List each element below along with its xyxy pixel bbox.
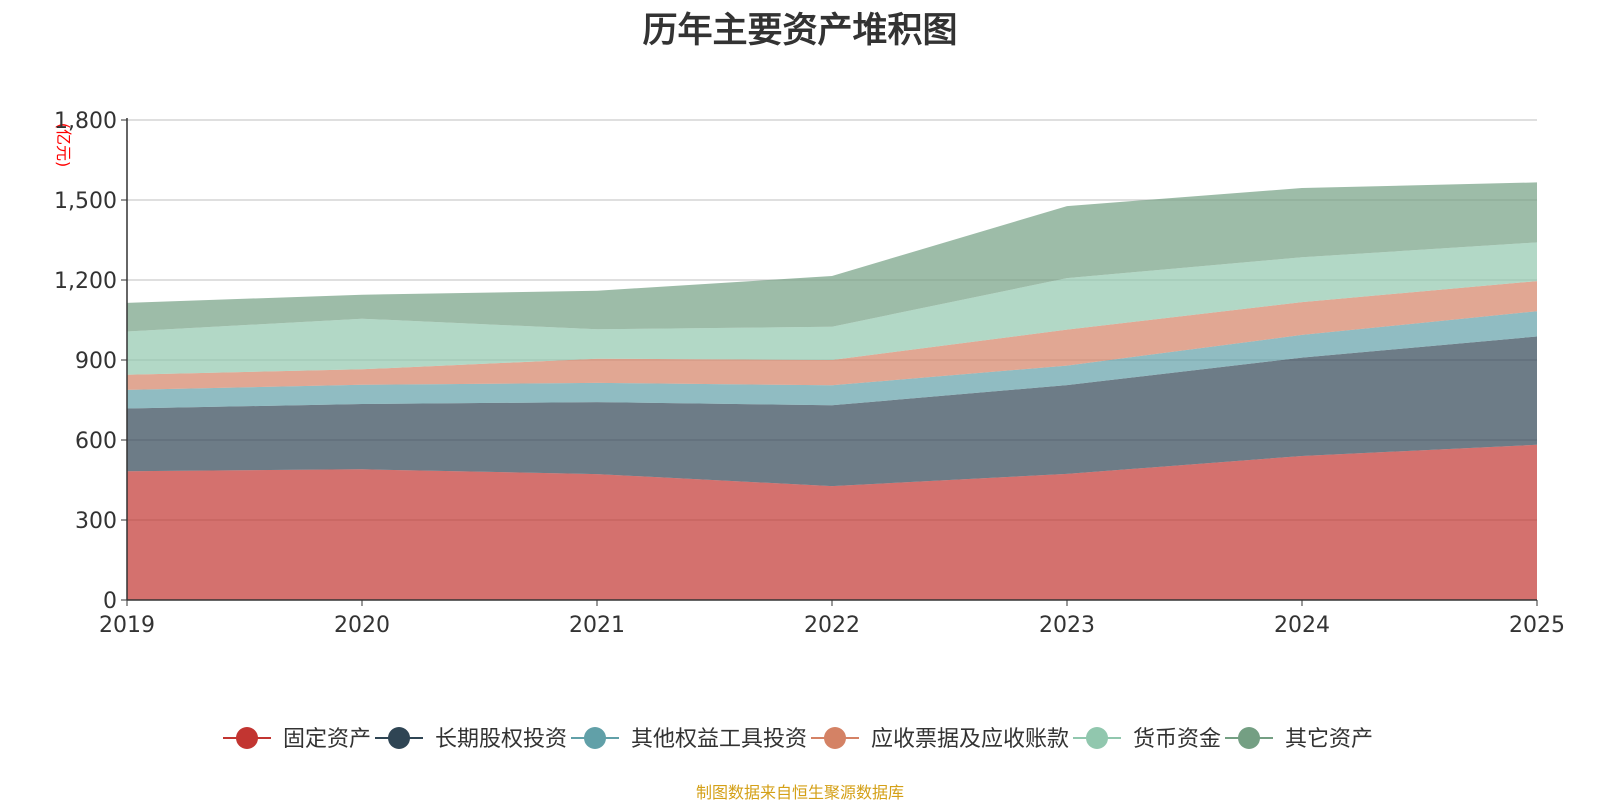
legend-item: 固定资产 bbox=[223, 727, 371, 752]
y-tick-label: 900 bbox=[75, 349, 117, 374]
legend-item: 货币资金 bbox=[1073, 727, 1221, 752]
y-tick-label: 1,800 bbox=[54, 109, 117, 134]
area-其它资产 bbox=[127, 182, 1537, 332]
area-固定资产 bbox=[127, 444, 1537, 600]
legend-marker bbox=[584, 727, 606, 749]
area-货币资金 bbox=[127, 242, 1537, 375]
legend-label: 其他权益工具投资 bbox=[631, 727, 807, 752]
x-tick-label: 2019 bbox=[99, 613, 155, 638]
x-tick-label: 2025 bbox=[1509, 613, 1565, 638]
legend-marker bbox=[1086, 727, 1108, 749]
legend-marker bbox=[388, 727, 410, 749]
x-tick-label: 2020 bbox=[334, 613, 390, 638]
legend-marker bbox=[824, 727, 846, 749]
y-tick-label: 300 bbox=[75, 509, 117, 534]
x-tick-label: 2023 bbox=[1039, 613, 1095, 638]
y-tick-label: 1,500 bbox=[54, 189, 117, 214]
area-其他权益工具投资 bbox=[127, 311, 1537, 409]
legend-label: 其它资产 bbox=[1285, 727, 1373, 752]
legend-item: 其他权益工具投资 bbox=[571, 727, 807, 752]
source-note: 制图数据来自恒生聚源数据库 bbox=[695, 783, 904, 802]
legend-label: 长期股权投资 bbox=[435, 727, 567, 752]
legend-label: 货币资金 bbox=[1133, 727, 1221, 752]
x-tick-label: 2021 bbox=[569, 613, 625, 638]
y-axis-unit: (亿元) bbox=[54, 123, 73, 168]
legend-marker bbox=[236, 727, 258, 749]
x-tick-label: 2022 bbox=[804, 613, 860, 638]
area-应收票据及应收账款 bbox=[127, 281, 1537, 390]
y-tick-label: 1,200 bbox=[54, 269, 117, 294]
area-长期股权投资 bbox=[127, 336, 1537, 487]
legend-marker bbox=[1238, 727, 1260, 749]
y-tick-label: 600 bbox=[75, 429, 117, 454]
legend-item: 应收票据及应收账款 bbox=[811, 727, 1069, 752]
chart-title: 历年主要资产堆积图 bbox=[642, 11, 958, 51]
area-layers bbox=[127, 182, 1537, 600]
legend-item: 长期股权投资 bbox=[375, 727, 567, 752]
x-tick-label: 2024 bbox=[1274, 613, 1330, 638]
legend-label: 应收票据及应收账款 bbox=[871, 727, 1069, 752]
y-tick-label: 0 bbox=[103, 589, 117, 614]
legend-label: 固定资产 bbox=[283, 727, 371, 752]
legend-item: 其它资产 bbox=[1225, 727, 1373, 752]
